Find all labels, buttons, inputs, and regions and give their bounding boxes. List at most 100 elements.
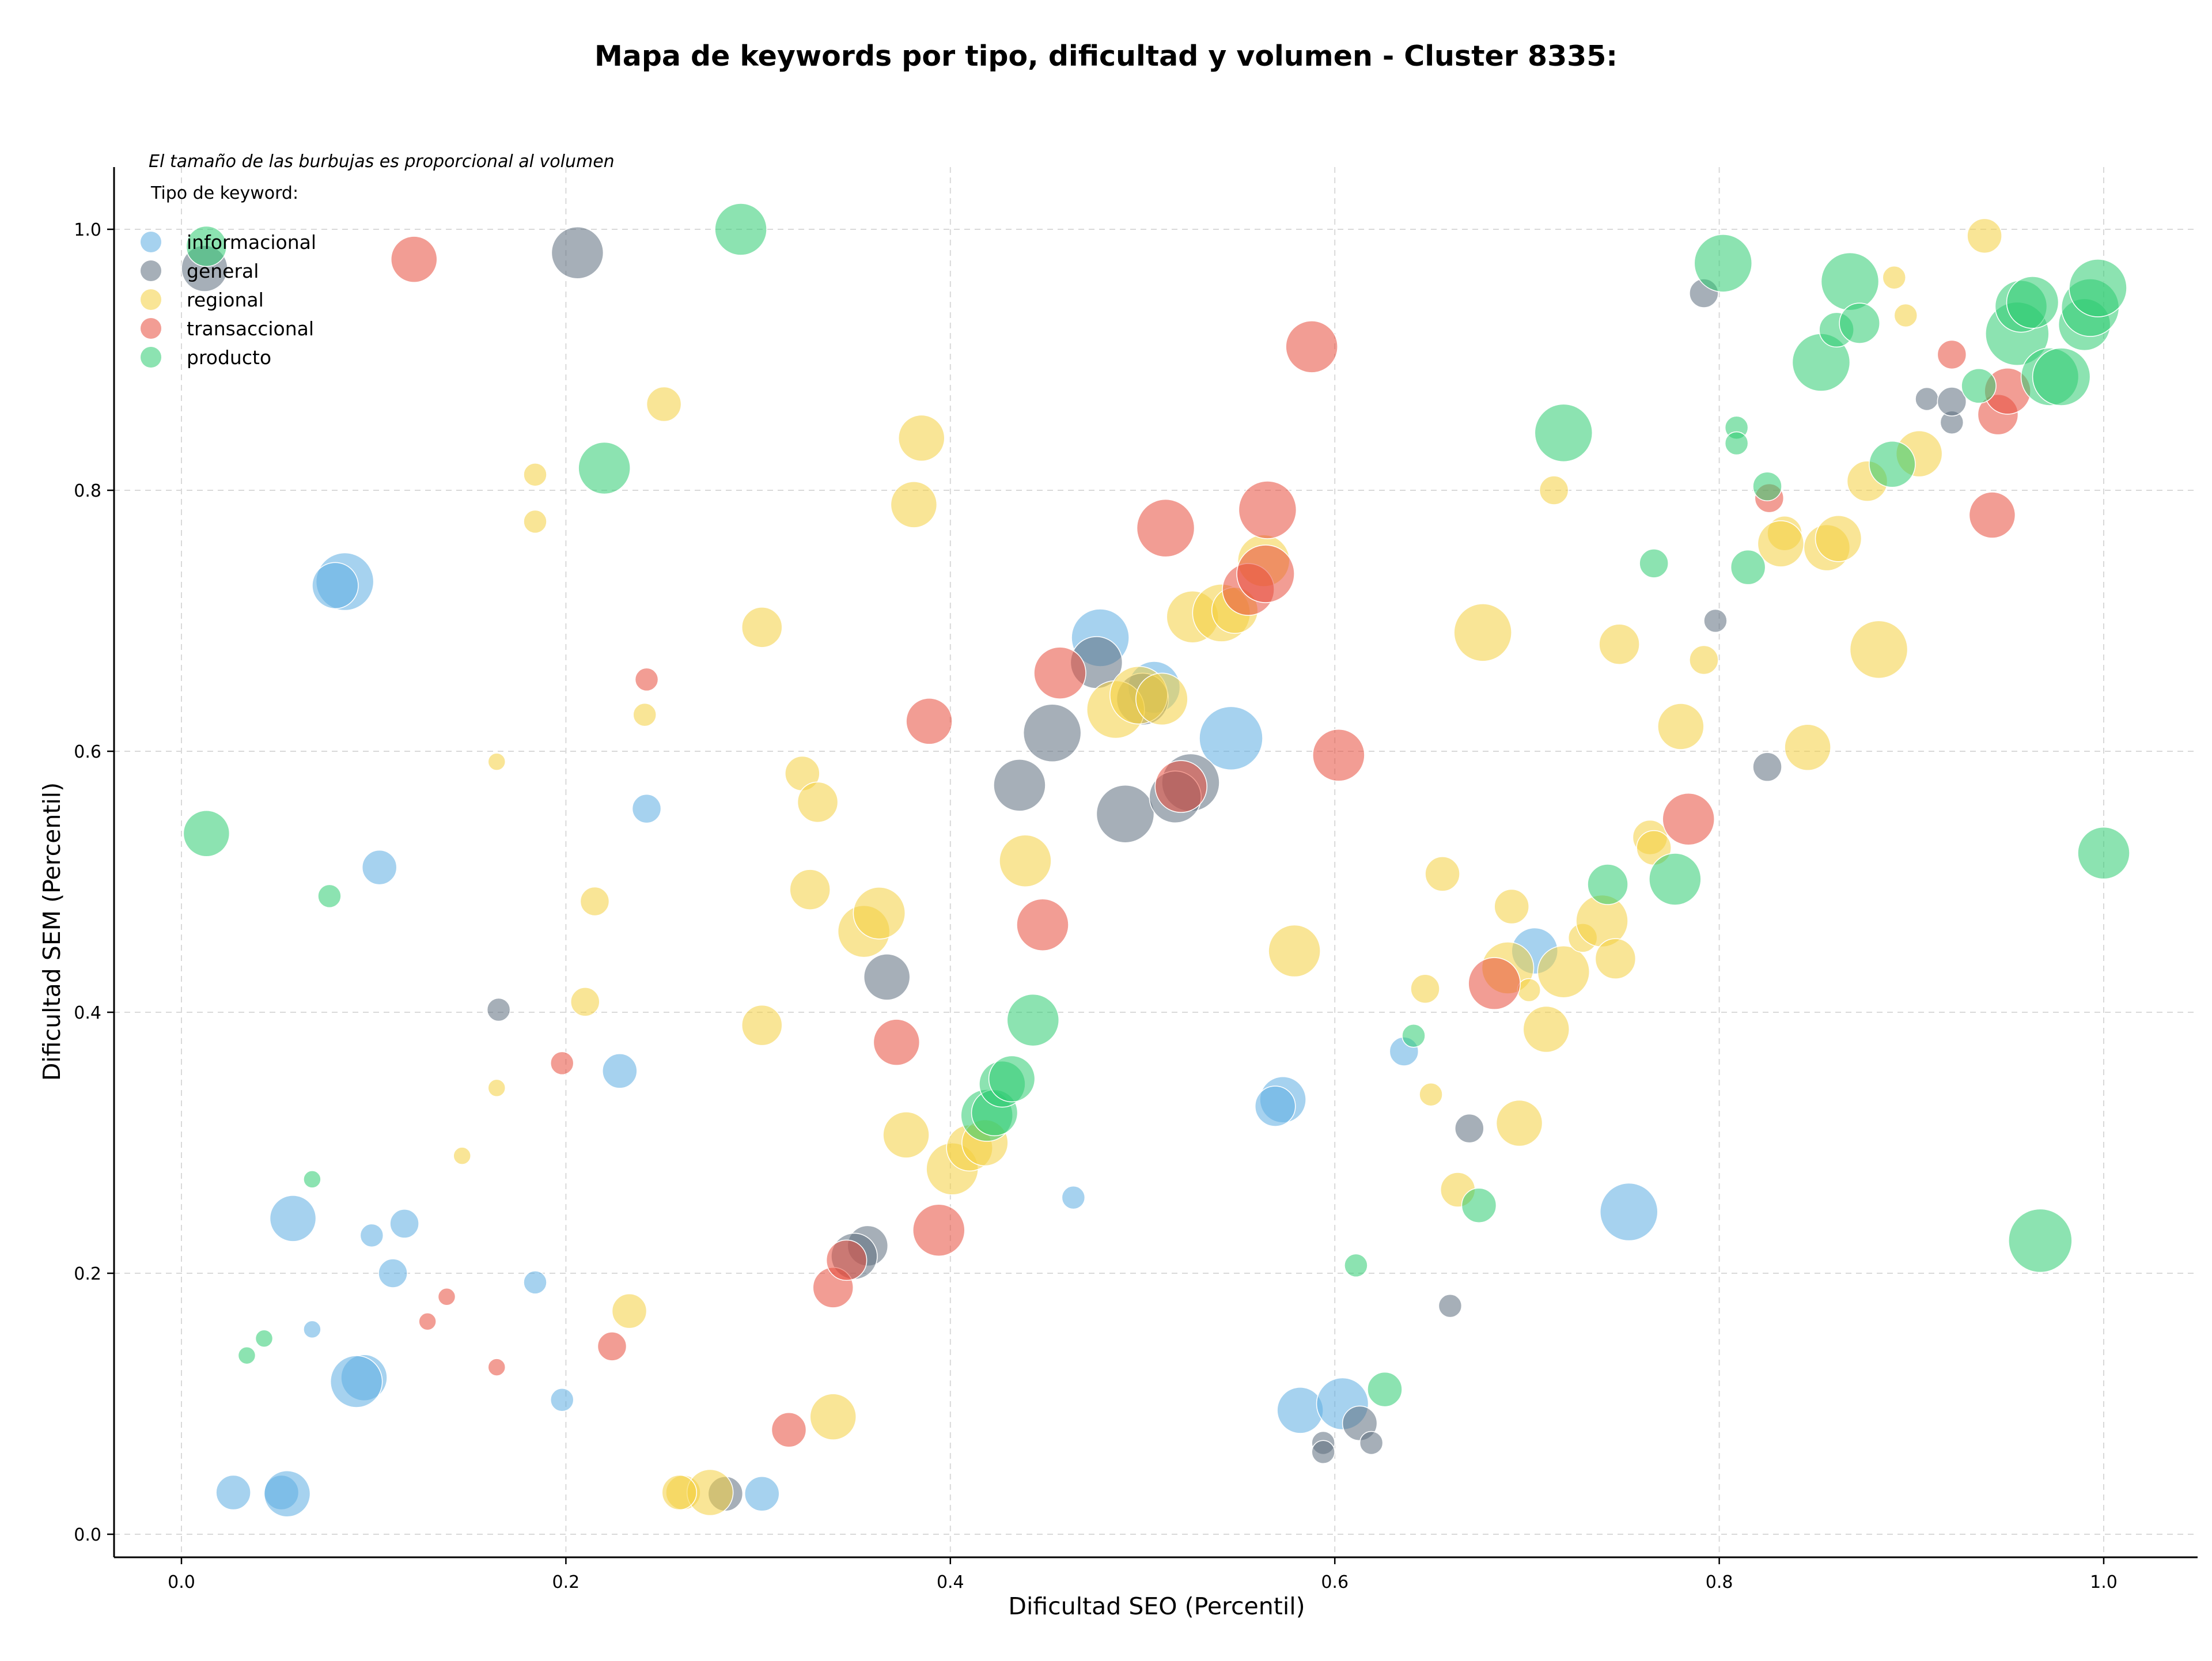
bubble-regional [523, 463, 547, 487]
bubble-general [863, 954, 911, 1001]
bubble-transaccional [1016, 898, 1069, 951]
legend-marker-regional [141, 289, 161, 310]
grid-lines [114, 167, 2198, 1557]
bubble-producto [988, 1055, 1036, 1103]
bubble-regional [661, 1474, 698, 1511]
bubble-informacional [1600, 1182, 1658, 1242]
bubble-informacional [378, 1258, 408, 1288]
bubble-general [1703, 608, 1728, 633]
bubble-general [1096, 784, 1155, 843]
bubble-transaccional [634, 667, 659, 692]
bubble-regional [1539, 475, 1569, 505]
bubble-regional [1537, 945, 1590, 998]
bubble-informacional [359, 1223, 384, 1248]
bubble-regional [1453, 603, 1512, 662]
y-tick-label: 0.8 [74, 481, 101, 501]
y-axis-label: Dificultad SEM (Percentil) [38, 782, 66, 1081]
x-tick-label: 0.2 [552, 1572, 580, 1592]
bubble-informacional [550, 1387, 574, 1412]
bubble-producto [1820, 252, 1880, 311]
bubble-informacional [602, 1053, 638, 1089]
bubble-regional [570, 987, 600, 1017]
tick-labels: 0.0 0.2 0.4 0.6 0.8 1.0 0.0 0.2 0.4 0.6 0.8 1.0 [74, 220, 2118, 1592]
legend-marker-general [141, 260, 161, 281]
bubble-transaccional [873, 1019, 921, 1066]
bubble-producto [2008, 1208, 2073, 1273]
bubble-producto [1730, 549, 1766, 585]
bubble-regional [453, 1147, 471, 1165]
x-tick-label: 0.4 [937, 1572, 964, 1592]
bubble-general [1455, 1113, 1484, 1144]
x-tick-label: 1.0 [2090, 1572, 2118, 1592]
bubble-informacional [1255, 1085, 1296, 1127]
bubble-producto [2032, 347, 2091, 406]
bubble-informacional [631, 793, 662, 824]
bubble-regional [1784, 724, 1831, 771]
bubble-informacional [1277, 1387, 1324, 1434]
bubble-producto [1694, 234, 1753, 293]
bubble-producto [1006, 993, 1060, 1047]
bubble-regional [1522, 1005, 1570, 1053]
bubble-producto [1534, 403, 1593, 463]
bubble-producto [1461, 1187, 1497, 1223]
bubble-producto [1724, 431, 1749, 456]
bubble-producto [1839, 302, 1880, 344]
bubble-regional [797, 781, 839, 823]
bubble-regional [882, 1111, 930, 1159]
bubble-transaccional [550, 1051, 574, 1076]
bubble-transaccional [1968, 491, 2016, 539]
bubble-producto [1649, 853, 1702, 906]
bubble-general [1915, 387, 1939, 411]
bubble-regional [789, 869, 831, 910]
bubble-producto [714, 203, 767, 256]
bubble-general [1752, 752, 1782, 782]
legend-marker-producto [141, 347, 161, 368]
bubble-regional [1594, 938, 1637, 979]
bubble-informacional [303, 1320, 321, 1339]
bubble-transaccional [391, 236, 438, 283]
bubble-transaccional [771, 1412, 807, 1448]
bubble-transaccional [418, 1312, 437, 1331]
bubble-regional [999, 834, 1052, 888]
bubble-transaccional [1937, 339, 1967, 370]
bubble-transaccional [1236, 544, 1295, 603]
bubble-general [1359, 1431, 1384, 1455]
bubble-transaccional [1285, 320, 1338, 373]
bubble-transaccional [597, 1331, 627, 1361]
bubble-regional [1425, 856, 1460, 892]
bubble-general [551, 226, 604, 279]
bubble-informacional [361, 849, 397, 886]
axis-spines [113, 167, 2198, 1558]
bubble-producto [1961, 368, 1997, 404]
bubble-regional [853, 887, 906, 940]
bubble-producto [2069, 259, 2127, 317]
bubble-transaccional [487, 1358, 506, 1376]
bubble-producto [1752, 471, 1782, 501]
bubble-producto [183, 809, 230, 857]
bubble-regional [487, 1079, 506, 1098]
bubble-producto [1587, 864, 1628, 905]
bubble-regional [1882, 266, 1907, 290]
legend-label-transaccional: transaccional [187, 317, 314, 340]
bubble-informacional [389, 1209, 419, 1239]
bubble-informacional [263, 1470, 311, 1518]
bubble-regional [1517, 978, 1541, 1002]
bubble-producto [2077, 826, 2130, 880]
bubble-informacional [523, 1270, 547, 1295]
bubble-regional [1494, 888, 1529, 925]
bubble-general [1937, 387, 1967, 417]
bubble-regional [1757, 520, 1805, 567]
bubble-transaccional [1312, 729, 1365, 782]
bubble-transaccional [1238, 480, 1297, 539]
bubble-transaccional [1154, 760, 1207, 813]
legend-label-general: general [187, 260, 259, 282]
bubble-regional [611, 1293, 647, 1329]
bubble-informacional [1061, 1185, 1086, 1210]
legend: informacional general regional transacciona… [141, 231, 316, 369]
legend-marker-transaccional [141, 318, 161, 339]
bubble-producto [1402, 1024, 1426, 1048]
bubble-regional [741, 607, 783, 648]
bubble-informacional [269, 1195, 317, 1242]
bubble-regional [1268, 924, 1321, 978]
